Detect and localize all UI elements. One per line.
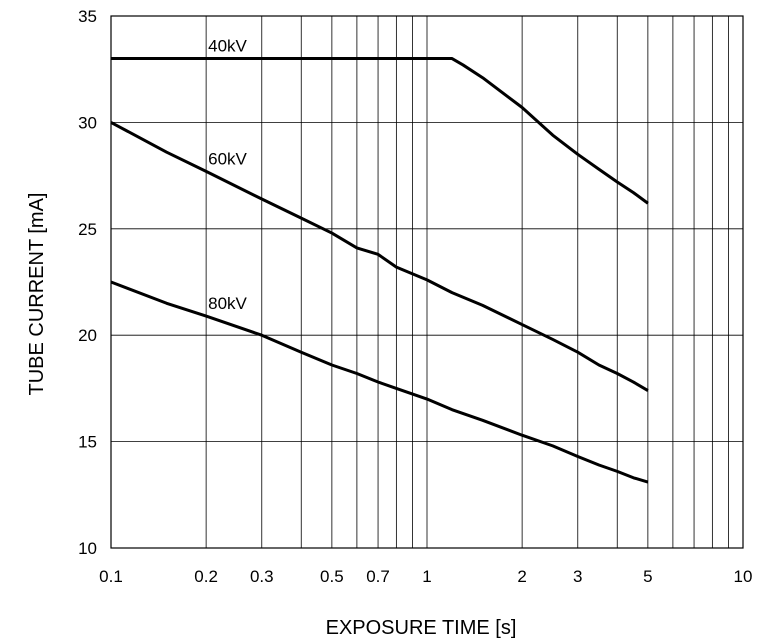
x-tick-label: 0.1 — [99, 567, 123, 586]
x-tick-label: 3 — [573, 567, 582, 586]
curve-label-80kv: 80kV — [208, 294, 247, 313]
y-tick-label: 35 — [78, 7, 97, 26]
x-tick-label: 0.7 — [366, 567, 390, 586]
y-tick-label: 25 — [78, 220, 97, 239]
y-tick-label: 20 — [78, 326, 97, 345]
x-tick-label: 0.3 — [250, 567, 274, 586]
curves — [110, 57, 649, 484]
curve-labels: 40kV 60kV 80kV — [208, 37, 247, 313]
y-tick-label: 30 — [78, 113, 97, 132]
x-tick-labels: 0.1 0.2 0.3 0.5 0.7 1 2 3 5 10 — [99, 567, 752, 586]
series-line-40kv — [111, 57, 649, 205]
y-tick-labels: 10 15 20 25 30 35 — [78, 7, 97, 558]
x-tick-label: 1 — [422, 567, 431, 586]
x-tick-label: 10 — [734, 567, 753, 586]
x-tick-label: 0.5 — [320, 567, 344, 586]
y-axis-title: TUBE CURRENT [mA] — [26, 193, 48, 396]
y-tick-label: 15 — [78, 433, 97, 452]
curve-label-60kv: 60kV — [208, 149, 247, 168]
x-axis-title: EXPOSURE TIME [s] — [326, 617, 517, 639]
plot-frame — [110, 15, 744, 549]
x-tick-label: 0.2 — [194, 567, 218, 586]
y-tick-label: 10 — [78, 539, 97, 558]
series-line-60kv — [110, 121, 649, 392]
x-tick-label: 5 — [643, 567, 652, 586]
series-line-80kv — [110, 280, 649, 484]
curve-label-40kv: 40kV — [208, 37, 247, 56]
x-tick-label: 2 — [517, 567, 526, 586]
grid — [111, 16, 743, 548]
